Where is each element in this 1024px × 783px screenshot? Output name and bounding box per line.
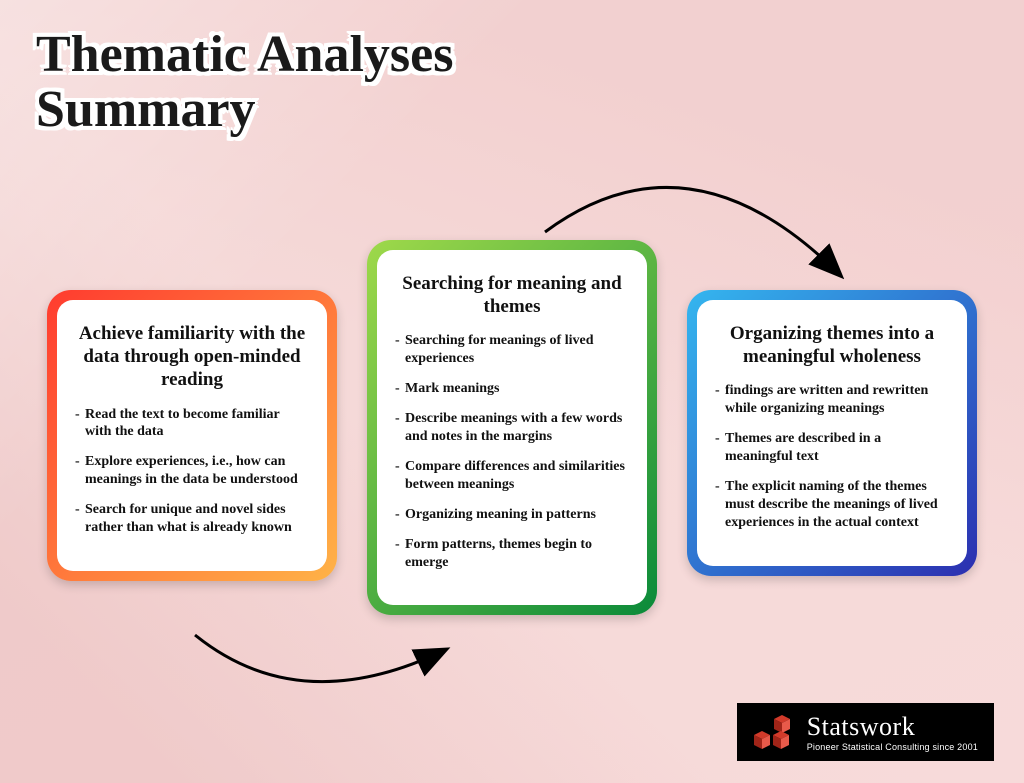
cards-row: Achieve familiarity with the data throug…	[0, 250, 1024, 625]
list-item: Search for unique and novel sides rather…	[75, 501, 309, 537]
logo-tagline: Pioneer Statistical Consulting since 200…	[807, 742, 978, 752]
card-title: Achieve familiarity with the data throug…	[75, 322, 309, 392]
card-title: Searching for meaning and themes	[395, 272, 629, 318]
card-organizing: Organizing themes into a meaningful whol…	[687, 290, 977, 576]
list-item: Explore experiences, i.e., how can meani…	[75, 453, 309, 489]
card-inner: Searching for meaning and themes Searchi…	[377, 250, 647, 605]
card-searching: Searching for meaning and themes Searchi…	[367, 240, 657, 615]
list-item: Form patterns, themes begin to emerge	[395, 536, 629, 572]
list-item: Read the text to become familiar with th…	[75, 406, 309, 442]
card-inner: Achieve familiarity with the data throug…	[57, 300, 327, 571]
card-list: Read the text to become familiar with th…	[75, 406, 309, 537]
list-item: Themes are described in a meaningful tex…	[715, 430, 949, 466]
card-title: Organizing themes into a meaningful whol…	[715, 322, 949, 368]
card-list: findings are written and rewritten while…	[715, 382, 949, 531]
list-item: Describe meanings with a few words and n…	[395, 410, 629, 446]
list-item: Compare differences and similarities bet…	[395, 458, 629, 494]
list-item: findings are written and rewritten while…	[715, 382, 949, 418]
arrow-1-to-2	[195, 635, 445, 682]
list-item: Searching for meanings of lived experien…	[395, 332, 629, 368]
list-item: Organizing meaning in patterns	[395, 506, 629, 524]
card-familiarity: Achieve familiarity with the data throug…	[47, 290, 337, 581]
page-title: Thematic Analyses Summary	[36, 28, 453, 137]
card-inner: Organizing themes into a meaningful whol…	[697, 300, 967, 566]
logo-statswork: Statswork Pioneer Statistical Consulting…	[737, 703, 994, 761]
card-list: Searching for meanings of lived experien…	[395, 332, 629, 571]
list-item: Mark meanings	[395, 380, 629, 398]
logo-brand: Statswork	[807, 714, 978, 740]
logo-text: Statswork Pioneer Statistical Consulting…	[807, 714, 978, 752]
list-item: The explicit naming of the themes must d…	[715, 478, 949, 532]
logo-cubes-icon	[751, 713, 797, 753]
